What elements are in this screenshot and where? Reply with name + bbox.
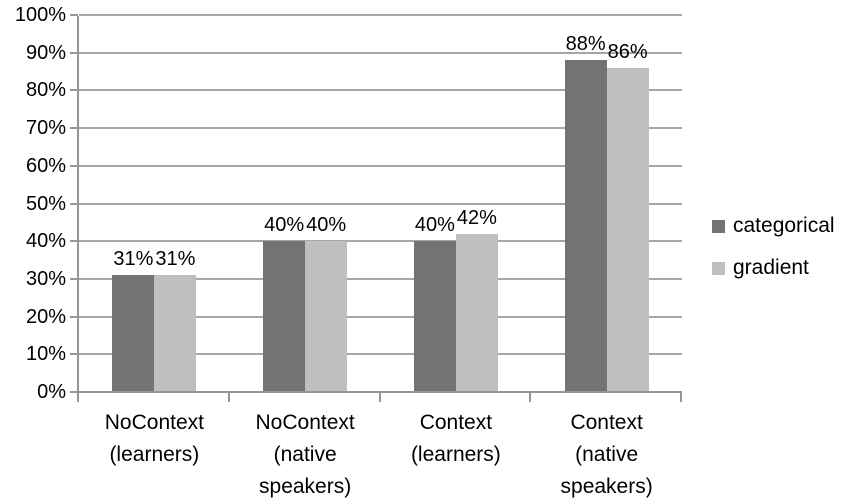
bar-gradient (305, 241, 348, 391)
y-grid-line (79, 315, 682, 318)
bar-value-label: 42% (456, 206, 497, 229)
bar-value-label: 88% (565, 33, 606, 56)
x-axis-line (77, 391, 682, 393)
y-tick-label: 80% (25, 79, 66, 102)
y-axis-tick (70, 51, 78, 54)
bar-gradient (606, 67, 649, 391)
y-axis-tick (70, 315, 78, 318)
y-grid-line (79, 164, 682, 167)
y-tick-label: 70% (25, 117, 66, 140)
x-category-label: NoContext (native speakers) (255, 411, 355, 498)
x-axis-tick (680, 393, 682, 402)
y-tick-label: 30% (25, 267, 66, 290)
bar-value-label: 31% (155, 248, 196, 271)
bar-value-label: 40% (414, 214, 455, 237)
legend-item-gradient: gradient (712, 256, 835, 280)
y-grid-line (79, 353, 682, 356)
bar-categorical (112, 275, 155, 391)
y-axis-tick (70, 202, 78, 205)
y-tick-label: 90% (25, 41, 66, 64)
legend-label: gradient (733, 256, 809, 279)
y-grid-line (79, 202, 682, 205)
y-axis-tick (70, 277, 78, 280)
x-category-label: Context (learners) (410, 411, 501, 466)
bar-gradient (154, 275, 197, 391)
y-axis-tick (70, 14, 78, 16)
y-grid-line (79, 89, 682, 92)
y-tick-label: 50% (25, 192, 66, 215)
y-axis-tick (70, 353, 78, 356)
y-axis-line (77, 16, 79, 393)
x-category-label: Context (native speakers) (560, 411, 653, 498)
y-grid-line (79, 51, 682, 54)
bar-value-label: 86% (607, 40, 648, 63)
y-axis-tick (70, 391, 78, 393)
y-tick-label: 10% (25, 343, 66, 366)
legend-item-categorical: categorical (712, 214, 835, 238)
y-tick-label: 20% (25, 305, 66, 328)
x-axis-tick (77, 393, 79, 402)
legend-swatch-icon (712, 261, 725, 275)
y-axis-tick (70, 164, 78, 167)
y-axis-tick (70, 89, 78, 92)
x-axis-tick (529, 393, 532, 402)
y-tick-label: 40% (25, 230, 66, 253)
bar-categorical (564, 60, 607, 391)
legend: categorical gradient (712, 214, 835, 280)
y-grid-line (79, 14, 682, 16)
x-category-label: NoContext (learners) (104, 411, 204, 466)
bar-value-label: 40% (264, 214, 305, 237)
legend-label: categorical (733, 214, 835, 237)
y-tick-label: 60% (25, 154, 66, 177)
bar-gradient (455, 233, 498, 391)
bar-categorical (263, 241, 306, 391)
legend-swatch-icon (712, 219, 725, 233)
bar-value-label: 31% (113, 248, 154, 271)
y-tick-label: 0% (37, 381, 66, 403)
y-axis-tick (70, 127, 78, 130)
y-grid-line (79, 240, 682, 243)
y-grid-line (79, 127, 682, 130)
y-tick-label: 100% (14, 4, 66, 26)
x-axis-tick (378, 393, 381, 402)
x-axis-tick (227, 393, 230, 402)
bar-value-label: 40% (306, 214, 347, 237)
bar-categorical (413, 241, 456, 391)
y-axis-tick (70, 240, 78, 243)
y-grid-line (79, 277, 682, 280)
